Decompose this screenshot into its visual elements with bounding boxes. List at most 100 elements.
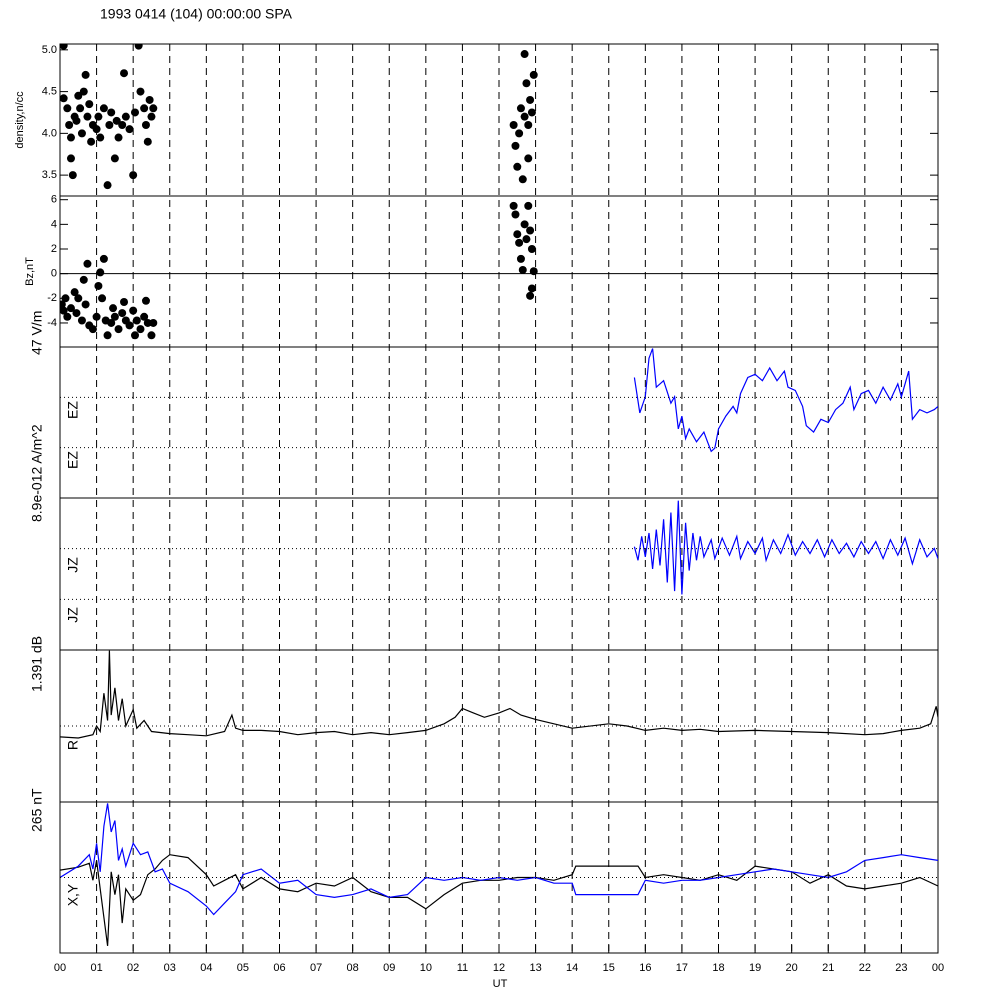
x-tick-label: 19 xyxy=(749,962,761,974)
x-tick-label: 15 xyxy=(603,962,615,974)
data-point xyxy=(130,331,139,340)
data-point xyxy=(79,87,88,96)
y-tick-label: 4.5 xyxy=(42,86,57,98)
data-point xyxy=(112,116,121,125)
data-point xyxy=(147,331,156,340)
panel-label: EZ xyxy=(65,401,81,419)
x-tick-label: 22 xyxy=(859,962,871,974)
x-tick-label: 04 xyxy=(200,962,212,974)
data-point xyxy=(520,50,529,59)
data-point xyxy=(515,129,524,138)
data-point xyxy=(520,220,529,229)
data-point xyxy=(103,331,112,340)
data-point xyxy=(110,312,119,321)
data-point xyxy=(74,91,83,100)
y-tick-label: 0 xyxy=(51,268,57,280)
panel-marks xyxy=(60,44,538,190)
x-tick-label: 03 xyxy=(164,962,176,974)
data-point xyxy=(149,104,158,113)
data-point xyxy=(66,133,75,142)
data-line xyxy=(633,348,938,453)
data-point xyxy=(96,133,105,142)
y-tick-label: -4 xyxy=(47,317,57,329)
data-point xyxy=(129,306,138,315)
data-point xyxy=(140,104,149,113)
data-point xyxy=(66,304,75,313)
data-point xyxy=(522,79,531,88)
data-point xyxy=(88,325,97,334)
chart-title: 1993 0414 (104) 00:00:00 SPA xyxy=(100,6,293,22)
data-point xyxy=(70,288,79,297)
x-axis-label: UT xyxy=(493,978,508,990)
data-line xyxy=(60,650,938,739)
panel-marks xyxy=(60,803,938,946)
data-point xyxy=(63,312,72,321)
data-point xyxy=(513,162,522,171)
data-point xyxy=(136,325,145,334)
x-tick-label: 13 xyxy=(529,962,541,974)
data-point xyxy=(149,318,158,327)
scale-label: 8.9e-012 A/m^2 xyxy=(29,424,45,522)
data-point xyxy=(527,108,536,117)
x-tick-label: 00 xyxy=(932,962,944,974)
data-point xyxy=(107,318,116,327)
data-point xyxy=(509,201,518,210)
data-point xyxy=(81,70,90,79)
x-tick-label: 18 xyxy=(712,962,724,974)
panel-label: R xyxy=(65,740,81,750)
panel-marks xyxy=(633,348,938,453)
data-point xyxy=(518,265,527,274)
data-point xyxy=(509,121,518,130)
data-point xyxy=(109,304,118,313)
x-tick-label: 05 xyxy=(237,962,249,974)
data-point xyxy=(114,133,123,142)
y-tick-label: 6 xyxy=(51,194,57,206)
x-tick-label: 00 xyxy=(54,962,66,974)
data-point xyxy=(143,137,152,146)
data-point xyxy=(103,181,112,190)
data-point xyxy=(140,312,149,321)
x-tick-label: 06 xyxy=(273,962,285,974)
x-tick-label: 11 xyxy=(457,962,468,974)
data-point xyxy=(60,44,68,50)
data-point xyxy=(79,275,88,284)
data-point xyxy=(72,116,81,125)
x-tick-label: 02 xyxy=(127,962,139,974)
x-tick-label: 08 xyxy=(347,962,359,974)
panel-marks xyxy=(633,500,938,595)
panel-label: X,Y xyxy=(65,883,81,906)
panel-label: JZ xyxy=(65,607,81,623)
data-point xyxy=(515,238,524,247)
data-point xyxy=(120,298,129,307)
data-point xyxy=(60,306,68,315)
y-tick-label: 3.5 xyxy=(42,169,57,181)
data-point xyxy=(134,44,143,50)
panel-label: JZ xyxy=(65,557,81,573)
data-point xyxy=(125,125,134,134)
data-point xyxy=(143,318,152,327)
data-point xyxy=(130,108,139,117)
data-point xyxy=(518,175,527,184)
data-point xyxy=(96,268,105,277)
data-point xyxy=(92,125,101,134)
data-point xyxy=(77,316,86,325)
data-point xyxy=(121,112,130,121)
data-point xyxy=(118,309,127,318)
data-point xyxy=(132,316,141,325)
data-point xyxy=(145,95,154,104)
data-point xyxy=(147,112,156,121)
data-point xyxy=(141,296,150,305)
x-tick-label: 10 xyxy=(420,962,432,974)
x-tick-label: 12 xyxy=(493,962,505,974)
data-point xyxy=(65,121,74,130)
data-point xyxy=(527,284,536,293)
data-point xyxy=(76,104,85,113)
data-point xyxy=(92,312,101,321)
data-point xyxy=(60,300,66,309)
data-line xyxy=(60,803,938,916)
data-point xyxy=(524,121,533,130)
data-point xyxy=(526,291,535,300)
data-point xyxy=(83,259,92,268)
data-line xyxy=(633,500,938,595)
data-point xyxy=(110,154,119,163)
